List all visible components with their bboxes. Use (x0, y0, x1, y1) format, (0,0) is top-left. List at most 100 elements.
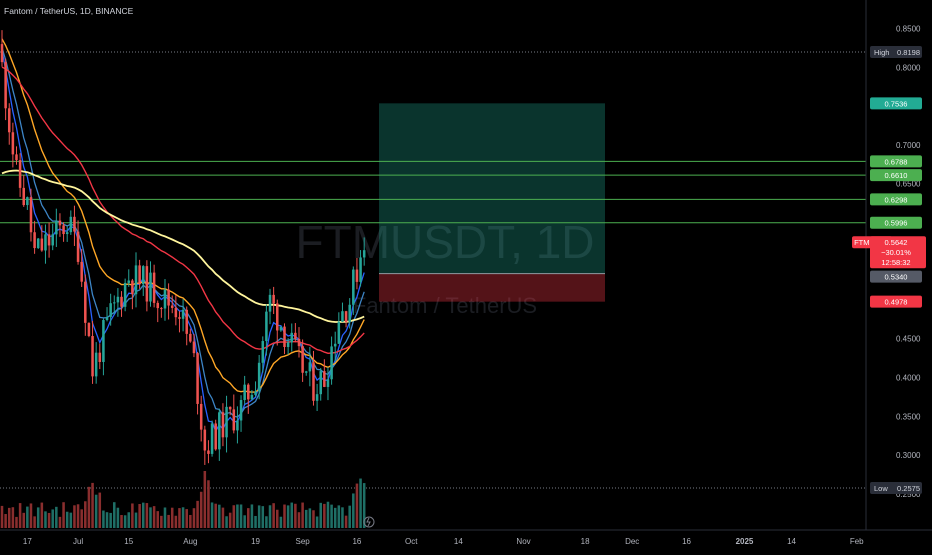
volume-bar (116, 507, 120, 528)
time-tick-label: 14 (787, 537, 796, 546)
volume-bar (239, 504, 243, 528)
volume-bar (94, 494, 98, 528)
candle-body (55, 220, 58, 235)
volume-bar (138, 504, 141, 528)
stop-price-tag: 0.4978 (885, 298, 908, 307)
candle-body (319, 371, 322, 395)
candle-body (308, 362, 312, 372)
candle-body (40, 238, 44, 251)
volume-bar (109, 512, 112, 528)
time-axis[interactable]: 17 Jul 15 Aug 19 Sep 16 Oct 14 Nov 18 Dec 16 2025 14 Fe… (23, 537, 864, 546)
candle-body (26, 197, 29, 206)
stop-price-tag-bg (870, 295, 922, 308)
candle-body (257, 362, 261, 392)
price-tick-label: 0.6500 (896, 180, 921, 189)
volume-bar (40, 502, 44, 528)
candle-body (131, 280, 134, 295)
level-price-tag-bg (870, 155, 922, 168)
candle-body (127, 280, 131, 283)
candle-body (265, 311, 268, 342)
level-price-tag: 0.5996 (885, 219, 908, 228)
volume-bar (315, 516, 319, 528)
volume-bar (232, 505, 236, 528)
candle-body (344, 311, 348, 322)
volume-bar (7, 507, 11, 528)
candle-body (355, 269, 359, 282)
candle-body (73, 216, 76, 232)
candle-body (152, 272, 156, 303)
replay-icon[interactable] (363, 516, 375, 528)
volume-bar (11, 507, 15, 528)
volume-bar (84, 501, 87, 528)
ma-long-line (1, 169, 365, 323)
target-price-tag-bg (870, 97, 922, 110)
volume-bar (47, 512, 51, 528)
high-tag-label: High (874, 48, 889, 57)
volume-bar (105, 512, 109, 528)
volume-bar (362, 483, 366, 528)
volume-bar (225, 516, 228, 528)
candle-body (105, 316, 109, 321)
entry-price-tag: 0.5340 (885, 273, 908, 282)
position-loss-zone (379, 273, 605, 302)
volume-bar (228, 512, 232, 528)
volume-bar (257, 505, 261, 528)
volume-bars (0, 470, 366, 528)
watermark-name: Fantom / TetherUS (353, 293, 537, 318)
candle-body (0, 44, 4, 63)
volume-bar (44, 511, 47, 528)
volume-bar (330, 504, 333, 528)
candle-body (170, 305, 174, 308)
candle-body (18, 160, 22, 188)
candle-body (76, 231, 80, 262)
candle-body (141, 266, 145, 285)
horizontal-levels[interactable] (0, 160, 866, 224)
candle-body (297, 338, 301, 347)
volume-bar (26, 506, 29, 528)
volume-bar (283, 504, 286, 528)
candle-body (315, 394, 319, 401)
candle-body (51, 234, 54, 246)
candle-body (225, 406, 228, 438)
time-tick-label: 17 (23, 537, 32, 546)
volume-bar (156, 511, 160, 528)
low-tag-value: 0.2575 (897, 484, 920, 493)
candle-body (185, 309, 188, 334)
volume-bar (185, 509, 188, 528)
candle-body (279, 326, 283, 331)
low-tag-bg (870, 482, 922, 494)
candle-body (160, 308, 163, 310)
volume-bar (181, 507, 185, 528)
candle-body (221, 412, 225, 438)
last-price-bg (870, 236, 926, 269)
volume-bar (312, 510, 315, 528)
candle-body (91, 336, 94, 377)
long-position-tool[interactable] (379, 103, 605, 302)
volume-bar (199, 491, 203, 528)
candle-body (113, 302, 116, 304)
high-tag-value: 0.8198 (897, 48, 920, 57)
volume-bar (113, 502, 116, 528)
candle-body (58, 220, 62, 226)
volume-bar (355, 483, 359, 528)
volume-bar (275, 509, 279, 528)
symbol-legend[interactable]: Fantom / TetherUS, 1D, BINANCE (4, 6, 134, 16)
volume-bar (189, 514, 192, 528)
candle-body (199, 403, 203, 430)
candle-body (283, 326, 286, 347)
time-tick-label: Nov (516, 537, 530, 546)
volume-bar (272, 503, 275, 528)
time-tick-label: Sep (295, 537, 310, 546)
volume-bar (207, 480, 210, 528)
volume-bar (102, 510, 105, 528)
volume-bar (236, 504, 239, 528)
time-tick-label: 2025 (736, 537, 754, 546)
candle-body (261, 341, 265, 363)
candle-body (323, 371, 326, 387)
volume-bar (294, 503, 297, 528)
price-tick-label: 0.8500 (896, 25, 921, 34)
candle-body (250, 394, 254, 400)
volume-bar (15, 516, 18, 528)
